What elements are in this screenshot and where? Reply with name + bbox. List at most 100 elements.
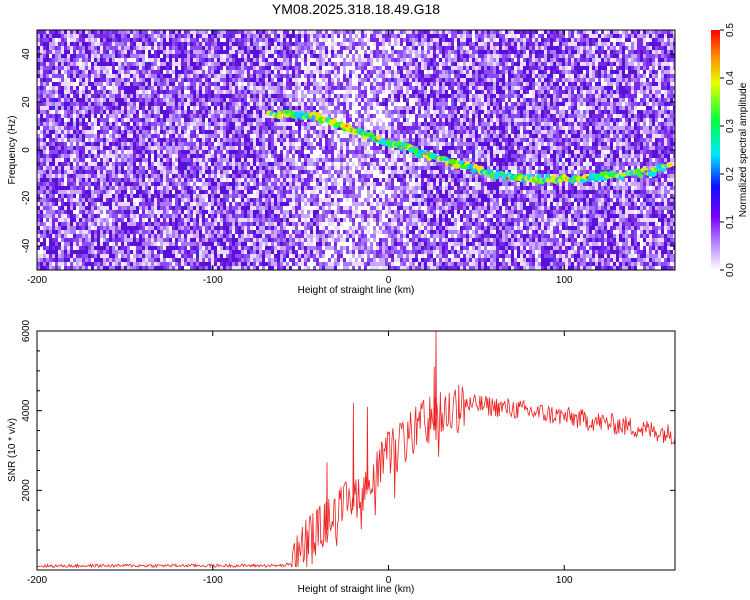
- heatmap-cell: [274, 102, 277, 106]
- heatmap-cell: [106, 102, 109, 106]
- heatmap-cell: [460, 94, 463, 98]
- heatmap-cell: [220, 82, 223, 86]
- heatmap-cell: [505, 102, 508, 106]
- heatmap-cell: [118, 38, 121, 42]
- heatmap-cell: [541, 66, 544, 70]
- heatmap-cell: [112, 38, 115, 42]
- heatmap-cell: [151, 70, 154, 74]
- heatmap-cell: [379, 106, 382, 110]
- heatmap-cell: [196, 54, 199, 58]
- heatmap-cell: [409, 46, 412, 50]
- heatmap-cell: [589, 94, 592, 98]
- heatmap-cell: [586, 74, 589, 78]
- heatmap-cell: [583, 54, 586, 58]
- heatmap-cell: [109, 54, 112, 58]
- heatmap-cell: [136, 42, 139, 46]
- heatmap-cell: [643, 90, 646, 94]
- heatmap-cell: [253, 94, 256, 98]
- heatmap-cell: [340, 54, 343, 58]
- heatmap-cell: [619, 82, 622, 86]
- heatmap-cell: [445, 58, 448, 62]
- heatmap-cell: [505, 54, 508, 58]
- heatmap-cell: [136, 70, 139, 74]
- heatmap-cell: [595, 50, 598, 54]
- heatmap-cell: [94, 78, 97, 82]
- heatmap-cell: [256, 122, 259, 126]
- heatmap-cell: [352, 118, 355, 122]
- heatmap-cell: [373, 102, 376, 106]
- heatmap-cell: [412, 114, 415, 118]
- heatmap-cell: [313, 66, 316, 70]
- heatmap-cell: [64, 82, 67, 86]
- heatmap-cell: [595, 102, 598, 106]
- heatmap-cell: [223, 38, 226, 42]
- heatmap-cell: [520, 86, 523, 90]
- heatmap-cell: [595, 98, 598, 102]
- heatmap-cell: [637, 82, 640, 86]
- heatmap-cell: [478, 98, 481, 102]
- heatmap-cell: [397, 62, 400, 66]
- heatmap-cell: [145, 78, 148, 82]
- heatmap-cell: [352, 34, 355, 38]
- heatmap-cell: [337, 50, 340, 54]
- heatmap-cell: [277, 102, 280, 106]
- heatmap-cell: [100, 90, 103, 94]
- heatmap-cell: [487, 86, 490, 90]
- heatmap-cell: [619, 58, 622, 62]
- heatmap-cell: [364, 58, 367, 62]
- heatmap-cell: [442, 74, 445, 78]
- heatmap-cell: [136, 62, 139, 66]
- heatmap-cell: [409, 86, 412, 90]
- heatmap-cell: [391, 42, 394, 46]
- heatmap-cell: [325, 58, 328, 62]
- heatmap-cell: [436, 86, 439, 90]
- heatmap-cell: [466, 94, 469, 98]
- heatmap-cell: [295, 118, 298, 122]
- heatmap-cell: [640, 82, 643, 86]
- heatmap-cell: [439, 46, 442, 50]
- heatmap-cell: [205, 122, 208, 126]
- heatmap-cell: [553, 46, 556, 50]
- heatmap-cell: [436, 90, 439, 94]
- heatmap-cell: [73, 78, 76, 82]
- heatmap-cell: [337, 34, 340, 38]
- heatmap-cell: [340, 58, 343, 62]
- heatmap-cell: [457, 90, 460, 94]
- heatmap-cell: [658, 50, 661, 54]
- heatmap-cell: [415, 46, 418, 50]
- heatmap-cell: [364, 82, 367, 86]
- heatmap-cell: [244, 74, 247, 78]
- heatmap-cell: [409, 62, 412, 66]
- heatmap-cell: [157, 38, 160, 42]
- heatmap-cell: [94, 118, 97, 122]
- heatmap-cell: [205, 106, 208, 110]
- heatmap-cell: [397, 82, 400, 86]
- heatmap-cell: [409, 106, 412, 110]
- heatmap-cell: [103, 86, 106, 90]
- heatmap-cell: [607, 62, 610, 66]
- heatmap-cell: [337, 102, 340, 106]
- heatmap-cell: [673, 74, 675, 78]
- heatmap-cell: [520, 66, 523, 70]
- heatmap-cell: [469, 110, 472, 114]
- heatmap-cell: [367, 62, 370, 66]
- heatmap-cell: [346, 94, 349, 98]
- heatmap-cell: [157, 114, 160, 118]
- heatmap-cell: [466, 50, 469, 54]
- heatmap-cell: [565, 46, 568, 50]
- heatmap-cell: [301, 34, 304, 38]
- heatmap-cell: [172, 62, 175, 66]
- heatmap-cell: [346, 30, 349, 34]
- heatmap-cell: [298, 66, 301, 70]
- heatmap-cell: [298, 122, 301, 126]
- heatmap-cell: [598, 114, 601, 118]
- heatmap-cell: [361, 74, 364, 78]
- heatmap-cell: [37, 34, 40, 38]
- heatmap-cell: [253, 98, 256, 102]
- heatmap-cell: [541, 118, 544, 122]
- heatmap-cell: [379, 82, 382, 86]
- heatmap-cell: [85, 30, 88, 34]
- heatmap-cell: [535, 110, 538, 114]
- heatmap-cell: [136, 122, 139, 126]
- heatmap-cell: [457, 62, 460, 66]
